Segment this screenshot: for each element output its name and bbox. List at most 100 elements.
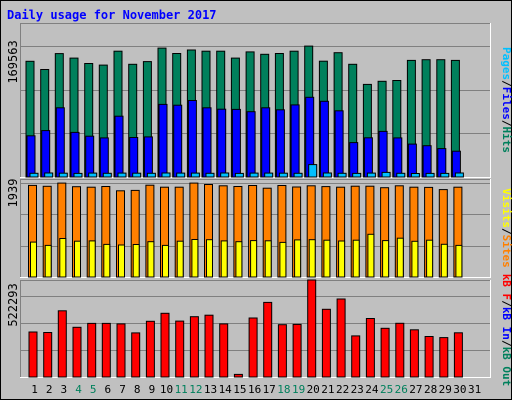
bar-pages (381, 171, 391, 178)
panel-2-scale-label: 1939 (6, 179, 20, 208)
chart-title: Daily usage for November 2017 (7, 8, 217, 22)
bar-files (275, 109, 285, 178)
x-tick-label: 18 (277, 383, 290, 396)
bar-files (70, 131, 80, 178)
bar-pages (308, 164, 318, 178)
bar-pages (396, 172, 406, 178)
bar-visits (74, 240, 81, 278)
bar-files (99, 137, 109, 178)
x-tick-label: 9 (149, 383, 156, 396)
bar-pages (44, 172, 54, 178)
bar-visits (352, 239, 360, 278)
bar-pages (410, 173, 420, 178)
bar-visits (59, 238, 67, 278)
bar-visits (250, 240, 258, 278)
bar-visits (323, 239, 331, 278)
bar-kb-f (57, 310, 67, 378)
bar-pages (249, 172, 259, 178)
legend-kb-in: kB In (500, 307, 512, 340)
bar-visits (440, 243, 448, 278)
bar-kb-f (453, 332, 463, 378)
bar-files (349, 142, 359, 178)
bar-kb-f (72, 326, 82, 378)
bar-files (290, 104, 300, 178)
x-tick-label: 16 (248, 383, 261, 396)
bar-pages (73, 172, 83, 178)
bar-kb-f (277, 324, 287, 378)
bar-visits (294, 239, 302, 278)
bar-visits (308, 239, 316, 278)
bar-kb-f (219, 323, 229, 378)
bar-files (334, 110, 344, 178)
bar-files (41, 130, 51, 178)
bar-visits (44, 244, 52, 278)
bar-visits (235, 241, 243, 278)
bar-files (246, 111, 256, 178)
bar-kb-f (248, 317, 258, 378)
bar-kb-f (28, 331, 38, 378)
x-tick-label: 1 (31, 383, 38, 396)
legend-visits: Visits (500, 188, 512, 228)
bar-pages (322, 172, 332, 178)
bar-visits (147, 241, 155, 278)
bar-kb-f (395, 322, 405, 378)
bar-kb-f (439, 337, 449, 378)
bar-files (173, 104, 183, 178)
bar-pages (234, 172, 244, 178)
bar-files (26, 135, 36, 178)
bar-files (187, 100, 197, 178)
bar-files (217, 108, 227, 178)
bar-kb-f (292, 323, 302, 378)
bar-files (114, 115, 124, 178)
bar-kb-f (87, 322, 97, 378)
panel-3-legend: kB F/kB In/kB Out (500, 274, 512, 387)
bar-visits (220, 240, 228, 278)
bar-visits (382, 240, 390, 278)
bar-visits (88, 240, 96, 278)
legend-hits: Hits (500, 127, 512, 154)
bar-pages (278, 172, 288, 178)
x-tick-label: 22 (336, 383, 349, 396)
x-tick-label: 6 (104, 383, 111, 396)
x-tick-label: 2 (46, 383, 53, 396)
bar-files (437, 148, 447, 178)
legend-separator: / (500, 228, 512, 235)
bar-kb-f (175, 320, 185, 378)
x-tick-label: 8 (134, 383, 141, 396)
bar-kb-f (409, 329, 419, 378)
x-tick-label: 30 (453, 383, 466, 396)
bar-files (129, 137, 139, 178)
x-tick-label: 26 (395, 383, 408, 396)
bar-kb-f (424, 336, 434, 378)
bar-files (261, 107, 271, 178)
bar-visits (455, 244, 463, 278)
legend-separator: / (500, 300, 512, 307)
bar-visits (338, 240, 346, 278)
panel-2-legend: Visits/Sites (500, 188, 512, 268)
bar-files (158, 103, 168, 178)
bar-pages (176, 172, 186, 178)
bar-pages (102, 172, 112, 178)
bar-visits (411, 240, 419, 278)
legend-kb-f: kB F (500, 274, 512, 301)
x-tick-label: 11 (175, 383, 188, 396)
bar-kb-f (336, 298, 346, 378)
x-tick-label: 21 (321, 383, 334, 396)
bar-files (202, 107, 212, 178)
bar-files (407, 143, 417, 178)
x-tick-label: 23 (351, 383, 364, 396)
legend-files: Files (500, 87, 512, 120)
bar-kb-f (233, 373, 243, 378)
legend-separator: / (500, 80, 512, 87)
bar-files (363, 137, 373, 178)
bar-pages (205, 172, 215, 178)
bar-visits (176, 240, 184, 278)
bar-kb-f (263, 301, 273, 378)
x-tick-label: 10 (160, 383, 173, 396)
x-tick-label: 15 (233, 383, 246, 396)
bar-pages (425, 172, 435, 178)
legend-separator: / (500, 340, 512, 347)
x-tick-label: 19 (292, 383, 305, 396)
legend-kb-out: kB Out (500, 347, 512, 387)
